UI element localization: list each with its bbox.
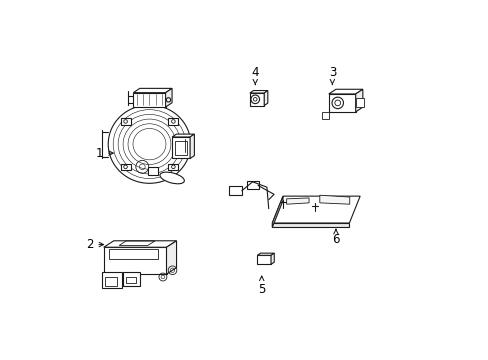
- Polygon shape: [172, 134, 194, 137]
- Polygon shape: [165, 88, 172, 107]
- Polygon shape: [133, 93, 165, 107]
- Polygon shape: [133, 88, 172, 93]
- Text: 4: 4: [251, 66, 259, 85]
- Polygon shape: [270, 253, 274, 264]
- Bar: [147, 167, 158, 175]
- Bar: [126, 276, 136, 283]
- Polygon shape: [257, 253, 274, 255]
- Polygon shape: [328, 94, 355, 112]
- Polygon shape: [102, 273, 122, 288]
- Bar: [104, 276, 117, 285]
- Text: 2: 2: [86, 238, 103, 251]
- Polygon shape: [272, 196, 360, 223]
- Text: 6: 6: [331, 229, 339, 246]
- Ellipse shape: [108, 105, 190, 183]
- Text: 5: 5: [258, 276, 265, 296]
- Polygon shape: [168, 118, 178, 125]
- Text: 1: 1: [95, 147, 113, 159]
- Ellipse shape: [160, 172, 184, 184]
- Polygon shape: [319, 195, 349, 204]
- Polygon shape: [286, 198, 308, 204]
- Polygon shape: [123, 273, 139, 285]
- Polygon shape: [166, 241, 176, 274]
- Polygon shape: [120, 164, 130, 170]
- Text: 3: 3: [328, 66, 335, 85]
- Polygon shape: [249, 90, 267, 93]
- Polygon shape: [172, 137, 190, 158]
- Bar: [181, 137, 187, 155]
- Polygon shape: [247, 181, 258, 189]
- Polygon shape: [103, 247, 166, 274]
- Polygon shape: [328, 89, 362, 94]
- Polygon shape: [229, 186, 241, 195]
- Polygon shape: [322, 112, 328, 119]
- Polygon shape: [355, 98, 363, 107]
- Polygon shape: [103, 241, 176, 247]
- Bar: [175, 140, 187, 155]
- Polygon shape: [190, 134, 194, 158]
- Polygon shape: [120, 118, 130, 125]
- Polygon shape: [272, 223, 349, 227]
- Polygon shape: [264, 90, 267, 105]
- Bar: [109, 249, 157, 259]
- Polygon shape: [168, 164, 178, 170]
- Polygon shape: [257, 255, 270, 264]
- Polygon shape: [355, 89, 362, 112]
- Polygon shape: [272, 196, 283, 227]
- Polygon shape: [249, 93, 264, 105]
